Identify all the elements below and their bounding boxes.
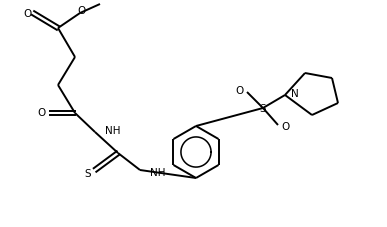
Text: NH: NH — [150, 168, 166, 178]
Text: N: N — [291, 89, 299, 99]
Text: NH: NH — [105, 126, 120, 136]
Text: O: O — [282, 122, 290, 132]
Text: S: S — [85, 169, 91, 179]
Text: S: S — [260, 104, 266, 114]
Text: O: O — [38, 108, 46, 118]
Text: O: O — [23, 9, 31, 19]
Text: O: O — [235, 86, 243, 96]
Text: O: O — [77, 6, 85, 16]
